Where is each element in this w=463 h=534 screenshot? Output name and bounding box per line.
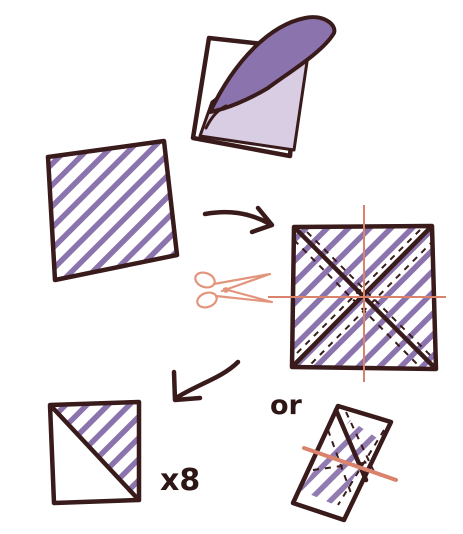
cut-square [268,205,446,382]
rotated-rectangle-unit [290,403,398,523]
hatched-fabric-square [45,138,180,283]
hst-diagonal [49,404,140,501]
multiplier-text: x8 [160,463,200,498]
multiplier-label: x8 [160,463,200,498]
or-label: or [270,390,303,421]
cut-square-outline [289,223,439,372]
half-square-triangle-unit [47,399,142,506]
stitch-lines [293,229,435,368]
hst-outline [47,399,142,506]
folded-flap-purple [208,15,337,114]
square-outline [45,138,180,283]
arrow-right-icon [202,205,275,235]
rotated-cut-line [302,446,398,482]
folded-fabric-square [190,15,337,159]
scissors-icon [194,271,274,309]
arrow-down-left-icon [171,359,241,403]
rotated-rectangle-outline [290,403,394,523]
fold-crease [204,104,228,130]
